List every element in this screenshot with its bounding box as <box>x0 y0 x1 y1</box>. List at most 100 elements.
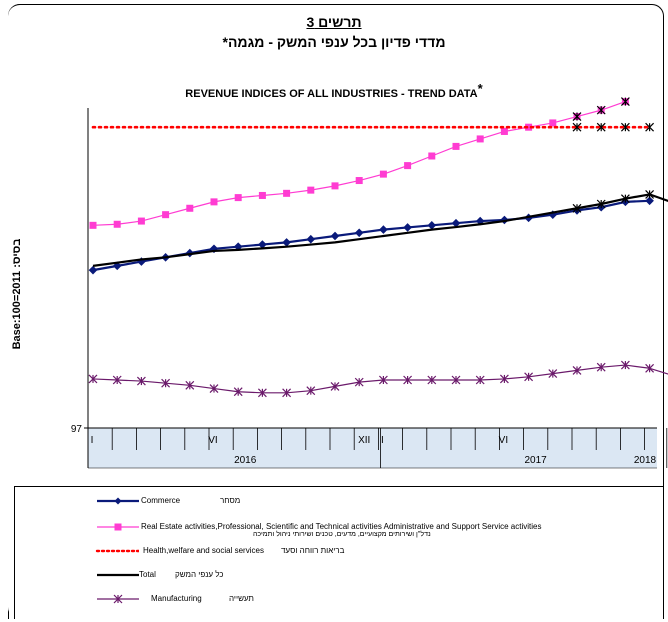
point-manufacturing <box>475 375 485 385</box>
point-real_estate <box>234 194 242 202</box>
point-commerce <box>88 265 98 275</box>
point-manufacturing <box>88 374 98 384</box>
point-real_estate <box>549 119 557 127</box>
point-real_estate <box>258 191 266 199</box>
point-real_estate <box>331 182 339 190</box>
series-line-real_estate <box>92 101 626 226</box>
legend-label-he-real_estate: נדל"ן ושירותים מקצועיים, מדעים, טכנים וש… <box>253 531 431 538</box>
chart-title-hebrew-line2: מדדי פדיון בכל ענפי המשק - מגמה* <box>222 34 446 50</box>
chart-title-hebrew-line1: תרשים 3 <box>306 14 362 30</box>
trend-mark-health <box>645 122 655 132</box>
legend-swatch-real_estate <box>97 523 139 531</box>
legend-label-he-commerce: מסחר <box>220 496 241 505</box>
point-manufacturing <box>185 380 195 390</box>
trend-mark-total <box>620 194 630 204</box>
y-tick-label: 97 <box>71 424 83 435</box>
legend-swatch-total <box>97 573 139 577</box>
chart-title-english: REVENUE INDICES OF ALL INDUSTRIES - TREN… <box>0 81 668 100</box>
trend-mark-health <box>620 122 630 132</box>
legend-label-en-commerce: Commerce <box>141 496 181 505</box>
legend-label-en-manufacturing: Manufacturing <box>151 594 202 603</box>
point-manufacturing <box>330 381 340 391</box>
point-real_estate <box>307 186 315 194</box>
x-tick-label: I <box>91 435 94 446</box>
point-manufacturing <box>427 375 437 385</box>
chart-svg: 97IVIXIIIVII201620172018 <box>71 97 668 469</box>
legend-label-en-total: Total <box>139 570 156 579</box>
point-manufacturing <box>548 369 558 379</box>
legend-label-en-real_estate: Real Estate activities,Professional, Sci… <box>141 522 542 531</box>
point-real_estate <box>283 189 291 197</box>
trend-mark-health <box>572 122 582 132</box>
point-real_estate <box>162 211 170 219</box>
point-manufacturing <box>112 375 122 385</box>
title-footnote-mark: * <box>477 81 483 96</box>
trend-mark-real_estate <box>572 112 582 121</box>
chart-title-english-text: REVENUE INDICES OF ALL INDUSTRIES - TREN… <box>185 88 478 100</box>
point-real_estate <box>113 220 121 228</box>
x-tick-label: VI <box>499 435 508 446</box>
point-commerce <box>427 221 437 230</box>
legend-entry-manufacturing: Manufacturing תעשייה <box>15 593 655 607</box>
point-commerce <box>112 261 122 271</box>
legend-entry-health: Health,welfare and social services בריאות… <box>15 545 655 559</box>
legend-entry-real_estate: Real Estate activities,Professional, Sci… <box>15 521 655 538</box>
point-commerce <box>282 238 291 247</box>
point-manufacturing <box>257 388 267 398</box>
trend-mark-real_estate <box>620 97 630 107</box>
point-real_estate <box>379 170 387 178</box>
x-tick-label: VI <box>208 435 217 446</box>
point-real_estate <box>428 152 436 160</box>
point-manufacturing <box>596 362 606 372</box>
legend-label-en-health: Health,welfare and social services <box>143 546 264 555</box>
x-axis-band <box>88 428 657 468</box>
year-label: 2017 <box>524 455 547 466</box>
legend-entry-commerce: Commerce מסחר <box>15 495 655 509</box>
point-commerce <box>354 228 364 238</box>
point-commerce <box>403 223 412 232</box>
point-commerce <box>306 234 316 244</box>
legend-label-he-total: כל ענפי המשק <box>175 570 224 579</box>
point-manufacturing <box>209 384 219 393</box>
point-real_estate <box>476 135 484 143</box>
year-label: 2018 <box>634 455 657 466</box>
trend-mark-total <box>596 199 606 209</box>
legend: Commerce מסחר Real Estate activities,Profe… <box>14 486 664 619</box>
point-manufacturing <box>645 363 655 373</box>
point-manufacturing <box>233 387 243 397</box>
point-manufacturing <box>282 388 292 398</box>
point-manufacturing <box>499 374 509 384</box>
point-manufacturing <box>451 375 461 385</box>
point-real_estate <box>355 177 363 185</box>
legend-swatch-health <box>95 549 139 553</box>
point-manufacturing <box>524 372 534 382</box>
point-manufacturing <box>620 360 630 370</box>
point-manufacturing <box>354 377 364 387</box>
point-manufacturing <box>378 375 388 385</box>
x-tick-label: I <box>381 435 384 446</box>
point-real_estate <box>186 204 194 212</box>
trend-mark-real_estate <box>596 105 606 115</box>
point-commerce <box>645 196 654 206</box>
legend-label-he-manufacturing: תעשייה <box>229 594 254 603</box>
point-manufacturing <box>136 376 146 386</box>
point-real_estate <box>525 123 533 131</box>
point-manufacturing <box>403 375 413 385</box>
point-commerce <box>330 231 340 241</box>
point-real_estate <box>452 142 460 150</box>
point-commerce <box>258 240 267 249</box>
point-commerce <box>379 225 388 234</box>
point-real_estate <box>404 162 412 170</box>
point-manufacturing <box>306 386 316 396</box>
legend-swatch-commerce <box>97 497 139 505</box>
trend-mark-total <box>572 203 582 213</box>
point-real_estate <box>89 221 97 229</box>
point-manufacturing <box>572 365 582 375</box>
legend-label-he-health: בריאות רווחה וסעד <box>281 546 345 555</box>
point-real_estate <box>137 217 145 225</box>
legend-swatch-manufacturing <box>97 594 139 604</box>
trend-mark-total <box>645 189 655 199</box>
legend-entry-total: Total כל ענפי המשק <box>15 569 655 583</box>
trend-mark-health <box>596 122 606 132</box>
point-manufacturing <box>161 378 171 388</box>
